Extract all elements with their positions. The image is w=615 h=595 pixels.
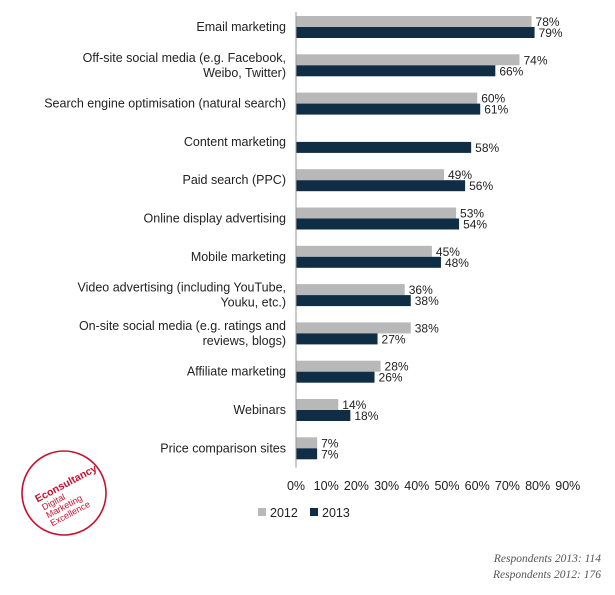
data-label-2012: 38% [415,321,439,335]
x-tick-label: 20% [344,479,369,493]
data-label-2012: 28% [385,360,409,374]
data-label-2012: 74% [523,53,547,67]
x-axis-ticks: 0% 10% 20% 30% 40% 50% 60% 70% 80% 90% [287,479,580,493]
category-label: Search engine optimisation (natural sear… [44,97,286,111]
bar-2012 [296,284,405,296]
data-label-2013: 66% [499,64,523,78]
category-label: Webinars [233,403,286,417]
category-label: Content marketing [184,135,286,149]
data-label-2013: 26% [379,371,403,385]
category-label: On-site social media (e.g. ratings and [79,319,286,333]
category-labels: Email marketing Off-site social media (e.… [44,20,286,455]
data-label-2013: 79% [539,26,563,40]
econsultancy-logo: Econsultancy Digital Marketing Excellenc… [18,447,110,539]
bar-2013 [296,448,318,460]
legend-swatch-2013 [310,508,318,516]
category-label: Affiliate marketing [187,365,286,379]
legend: 2012 2013 [258,506,350,520]
x-tick-label: 30% [374,479,399,493]
data-label-2012: 36% [409,283,433,297]
x-tick-label: 0% [287,479,305,493]
data-label-2013: 58% [475,141,499,155]
data-label-2012: 78% [536,15,560,29]
bars [296,16,535,460]
x-tick-label: 60% [465,479,490,493]
data-label-2012: 53% [460,207,484,221]
bar-2013 [296,103,481,115]
bar-2012 [296,399,339,410]
bar-2013 [296,410,351,421]
category-label: reviews, blogs) [203,334,286,348]
bar-2013 [296,371,375,383]
data-label-2012: 60% [481,92,505,106]
bar-2013 [296,218,460,230]
bar-2012 [296,207,457,219]
data-label-2013: 38% [415,294,439,308]
data-label-2013: 27% [382,332,406,346]
footnote-respondents-2013: Respondents 2013: 114 [493,553,601,565]
x-tick-label: 10% [314,479,339,493]
data-label-2013: 61% [484,103,508,117]
category-label: Off-site social media (e.g. Facebook, [83,51,286,65]
data-label-2013: 18% [354,409,378,423]
data-label-2013: 48% [445,256,469,270]
bar-2012 [296,360,381,372]
x-tick-label: 70% [495,479,520,493]
data-label-2013: 54% [463,218,487,232]
category-label: Video advertising (including YouTube, [78,281,286,295]
bar-2012 [296,169,444,181]
category-label: Price comparison sites [160,441,286,455]
legend-swatch-2012 [258,508,266,516]
footnote-respondents-2012: Respondents 2012: 176 [493,569,601,581]
x-tick-label: 40% [404,479,429,493]
bar-2013 [296,27,535,38]
bar-2013 [296,295,411,307]
bar-2012 [296,54,520,66]
bar-2012 [296,16,532,27]
x-tick-label: 90% [555,479,580,493]
category-label: Paid search (PPC) [182,173,286,187]
legend-label-2013: 2013 [322,506,350,520]
bar-2013 [296,333,378,345]
bar-2013 [296,65,496,77]
bar-2013 [296,256,441,268]
bar-2012 [296,322,411,334]
bar-2013 [296,141,472,153]
category-label: Weibo, Twitter) [203,66,286,80]
legend-label-2012: 2012 [270,506,298,520]
category-label: Youku, etc.) [220,296,286,310]
value-labels: 78%79% 74%66% 60%61% 58%49%56% 53%54%45%48% 3… [321,15,563,461]
data-label-2012: 45% [436,245,460,259]
bar-2012 [296,92,478,104]
x-tick-label: 50% [434,479,459,493]
data-label-2013: 56% [469,179,493,193]
bar-2013 [296,180,466,192]
data-label-2012: 14% [342,398,366,412]
data-label-2013: 7% [321,447,339,461]
bar-2012 [296,245,432,257]
category-label: Online display advertising [144,212,286,226]
logo-ring [21,450,107,536]
category-label: Email marketing [196,20,286,34]
x-tick-label: 80% [525,479,550,493]
data-label-2012: 49% [448,168,472,182]
data-label-2012: 7% [321,436,339,450]
bar-2012 [296,437,318,449]
category-label: Mobile marketing [191,250,286,264]
